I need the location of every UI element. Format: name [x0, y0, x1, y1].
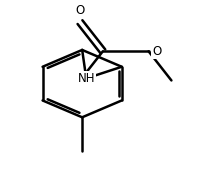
Text: O: O	[152, 45, 161, 58]
Text: O: O	[75, 4, 85, 17]
Text: NH: NH	[77, 72, 95, 85]
